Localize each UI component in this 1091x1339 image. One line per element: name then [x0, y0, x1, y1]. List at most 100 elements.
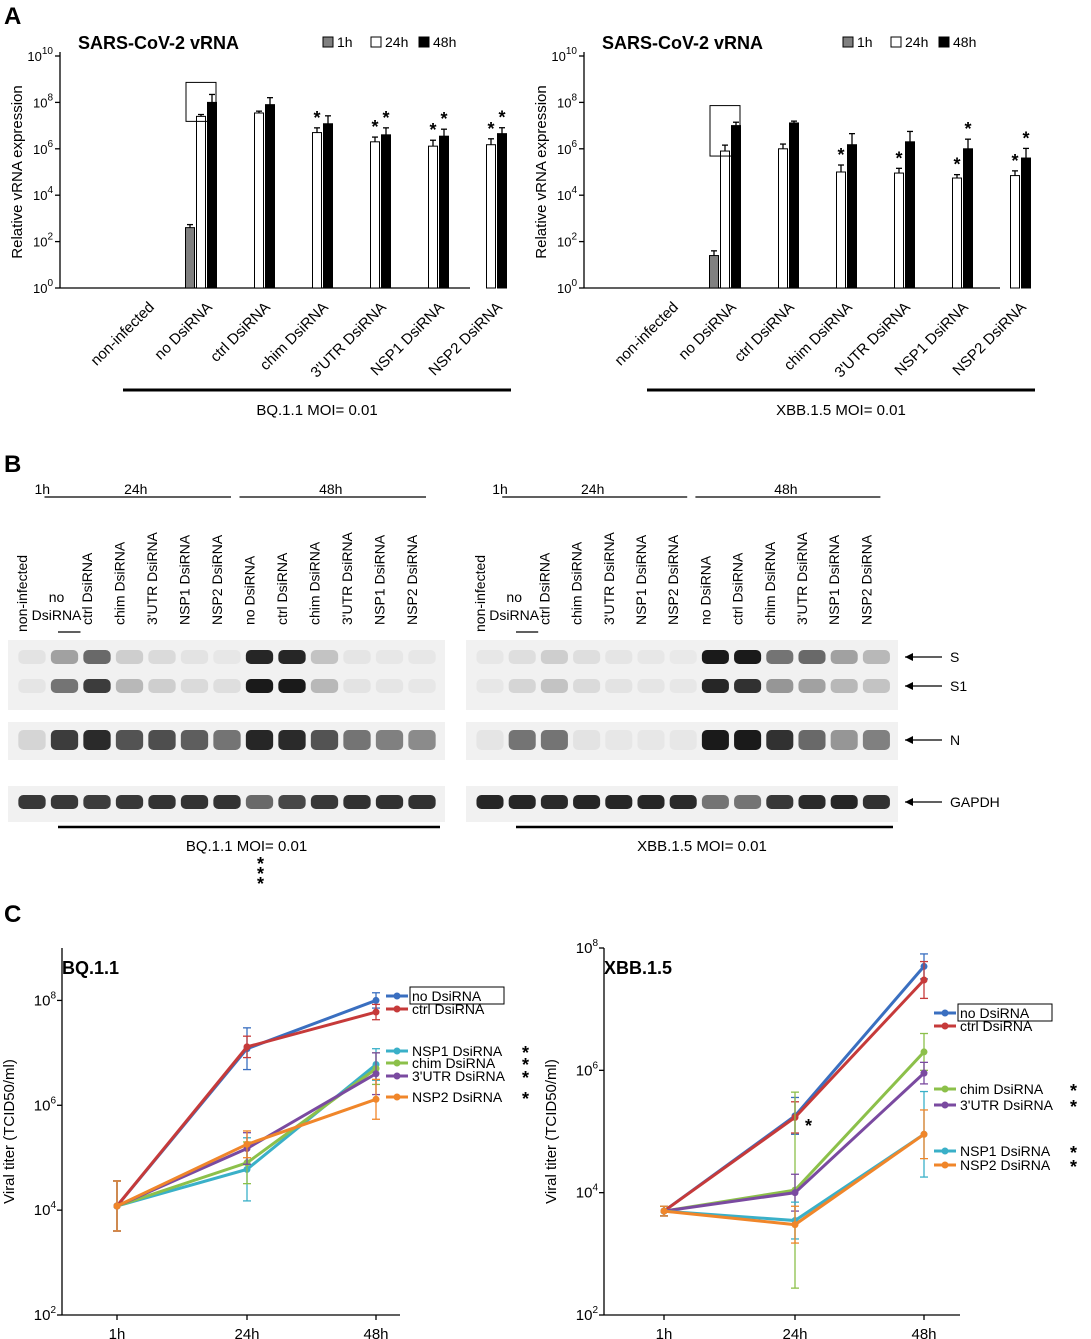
band-label: N: [950, 732, 960, 748]
y-tick-label-exp: 10: [42, 46, 54, 57]
y-tick-label-exp: 2: [47, 232, 53, 243]
timepoint-label: 48h: [319, 481, 342, 497]
blot-band: [50, 730, 79, 750]
bar: [439, 135, 449, 289]
y-axis-label: Relative vRNA expression: [533, 85, 550, 258]
lane-label: ctrl DsiRNA: [274, 552, 290, 625]
significance-star: *: [1022, 128, 1029, 148]
blot-band: [213, 795, 241, 809]
y-tick-label-base: 10: [33, 188, 47, 203]
significance-star: *: [257, 864, 264, 884]
y-tick-label: 100: [33, 278, 53, 296]
series-line: [663, 1133, 925, 1223]
blot-band: [310, 795, 339, 809]
blot-band: [766, 730, 794, 750]
y-tick-label: 1010: [551, 46, 577, 64]
blot-band: [115, 650, 144, 664]
blot-band: [245, 679, 274, 693]
blot-band: [180, 730, 209, 750]
significance-star: *: [440, 109, 447, 129]
y-tick-label: 108: [34, 990, 57, 1009]
blot-band: [245, 650, 274, 664]
data-point: [372, 1095, 380, 1103]
data-point: [920, 1130, 928, 1138]
lane-label: NSP1 DsiRNA: [177, 534, 193, 625]
blot-band: [180, 679, 209, 693]
y-tick-label: 106: [557, 139, 577, 157]
band-label: GAPDH: [950, 794, 1000, 810]
blot-band: [669, 730, 697, 750]
y-tick-label-base: 10: [557, 142, 571, 157]
y-tick-label-base: 10: [34, 992, 51, 1009]
blot-band: [734, 679, 762, 693]
lane-label: no: [49, 589, 65, 605]
blot-band: [605, 679, 633, 693]
blot-band: [310, 679, 339, 693]
panel-label-b: B: [4, 451, 21, 478]
x-tick-label: 1h: [109, 1326, 126, 1339]
lane-label: NSP1 DsiRNA: [633, 534, 649, 625]
lane-label: NSP2 DsiRNA: [858, 534, 874, 625]
y-tick-label-base: 10: [33, 235, 47, 250]
y-tick-label-exp: 0: [47, 278, 53, 289]
lane-label: chim DsiRNA: [112, 541, 128, 625]
y-tick-label-exp: 8: [592, 938, 598, 949]
blot-band: [343, 795, 371, 809]
bar: [381, 134, 391, 289]
y-tick-label-exp: 8: [50, 990, 56, 1001]
bar: [497, 133, 507, 289]
y-axis-label: Viral titer (TCID50/ml): [543, 1059, 560, 1204]
legend-highlight-box: [957, 1003, 1053, 1022]
blot-band: [310, 730, 339, 750]
y-tick-label-base: 10: [557, 281, 571, 296]
y-tick-label: 102: [576, 1305, 599, 1324]
significance-star: *: [382, 108, 389, 128]
blot-band: [830, 650, 858, 664]
y-tick-label: 102: [33, 232, 53, 250]
legend-label: 1h: [337, 34, 353, 50]
blot-band: [213, 679, 241, 693]
y-tick-label-base: 10: [34, 1202, 51, 1219]
blot-band: [862, 679, 890, 693]
legend-label: 3'UTR DsiRNA: [960, 1097, 1054, 1113]
y-tick-label-base: 10: [551, 49, 565, 64]
legend-marker: [941, 1022, 949, 1030]
y-tick-label-exp: 6: [50, 1095, 56, 1106]
blot-band: [343, 679, 371, 693]
blot-band: [701, 795, 729, 809]
significance-star: *: [1070, 1097, 1077, 1117]
y-tick-label-exp: 2: [50, 1305, 56, 1316]
y-tick-label-base: 10: [576, 1307, 593, 1324]
chart-title: SARS-CoV-2 vRNA: [602, 33, 763, 53]
blot-band: [343, 650, 371, 664]
legend-label: 1h: [857, 34, 873, 50]
highlight-box: [185, 81, 217, 122]
y-tick-label-base: 10: [576, 1062, 593, 1079]
legend-label: 24h: [905, 34, 928, 50]
blot-band: [180, 795, 209, 809]
data-point: [920, 1048, 928, 1056]
y-tick-label-exp: 10: [566, 46, 578, 57]
category-label: non-infected: [87, 299, 157, 369]
significance-star: *: [429, 120, 436, 140]
blot-band: [830, 679, 858, 693]
y-tick-label: 106: [33, 139, 53, 157]
blot-band: [701, 650, 729, 664]
y-tick-label: 108: [576, 938, 599, 957]
y-tick-label-exp: 2: [571, 232, 577, 243]
y-tick-label-exp: 6: [592, 1060, 598, 1071]
legend-marker: [941, 1161, 949, 1169]
blot-band: [830, 730, 858, 750]
y-tick-label: 108: [557, 92, 577, 110]
blot-band: [278, 650, 306, 664]
blot-band: [18, 795, 46, 809]
legend-marker: [393, 1059, 401, 1067]
significance-star: *: [837, 145, 844, 165]
significance-star: *: [257, 854, 264, 874]
blot-band: [798, 795, 826, 809]
data-point: [660, 1207, 668, 1215]
lane-label: chim DsiRNA: [307, 541, 323, 625]
blot-band: [508, 795, 536, 809]
